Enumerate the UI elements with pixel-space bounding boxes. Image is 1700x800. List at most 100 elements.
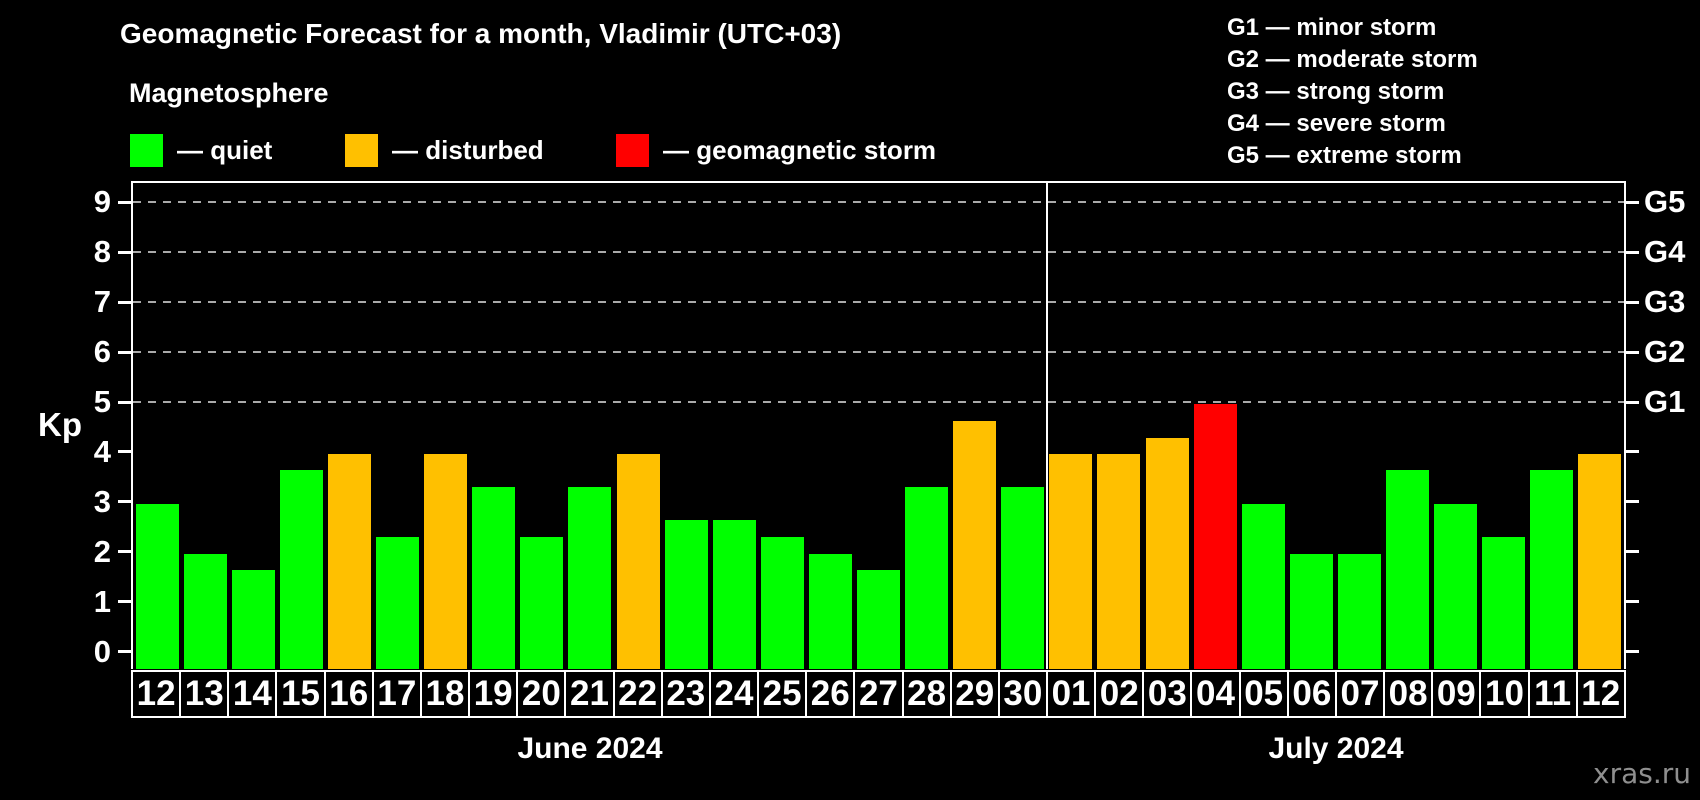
- y-axis-tick: [118, 300, 131, 304]
- disturbed-color-swatch: [345, 133, 378, 167]
- legend-label: — geomagnetic storm: [663, 134, 937, 165]
- day-label-cell: 30: [1000, 672, 1048, 716]
- gridline-kp7: [133, 301, 1624, 304]
- g-axis-label: G3: [1644, 284, 1686, 320]
- day-axis-row: 12 13 14 15 16 17 18 19 20 21 22 23 24 25 26 27 28 29 30 01…: [131, 670, 1626, 718]
- day-label-cell: 09: [1433, 672, 1482, 716]
- legend-item-quiet: — quiet: [130, 133, 272, 167]
- y-tick-label: 2: [93, 533, 111, 569]
- day-label-cell: 05: [1241, 672, 1289, 716]
- day-label-cell: 01: [1048, 672, 1097, 716]
- y-axis-tick: [118, 500, 131, 504]
- y-axis-tick: [118, 350, 131, 354]
- y-tick-label: 0: [93, 633, 111, 669]
- kp-bar: [520, 537, 564, 669]
- kp-bar: [905, 487, 949, 669]
- day-label-cell: 02: [1096, 672, 1145, 716]
- month-separator-line: [1045, 183, 1048, 669]
- day-label-cell: 07: [1337, 672, 1386, 716]
- g-scale-legend: G1 — minor storm G2 — moderate storm G3 …: [1227, 12, 1478, 172]
- y-tick-label: 3: [93, 483, 111, 519]
- g-legend-line: G3 — strong storm: [1227, 78, 1445, 105]
- y-axis-tick: [118, 550, 131, 554]
- y-axis-tick: [118, 250, 131, 254]
- day-label-cell: 18: [422, 672, 471, 716]
- kp-bar: [1578, 453, 1622, 669]
- kp-bar: [712, 520, 756, 669]
- kp-bar: [1337, 553, 1381, 669]
- day-label-cell: 15: [277, 672, 326, 716]
- kp-bar: [135, 503, 179, 669]
- day-label-cell: 10: [1481, 672, 1530, 716]
- y-axis-tick-right: [1626, 450, 1639, 454]
- y-axis-tick-right: [1626, 650, 1639, 654]
- legend-label: — quiet: [177, 134, 273, 165]
- day-label-cell: 06: [1289, 672, 1337, 716]
- g-legend-line: G5 — extreme storm: [1227, 142, 1462, 169]
- y-tick-label: 4: [93, 433, 111, 469]
- kp-bar: [1001, 487, 1045, 669]
- kp-bar: [279, 470, 323, 669]
- y-axis-tick-right: [1626, 300, 1639, 304]
- g-axis-label: G5: [1644, 184, 1686, 220]
- kp-bar: [376, 537, 420, 669]
- day-label-cell: 26: [807, 672, 856, 716]
- kp-bar: [808, 553, 852, 669]
- day-label-cell: 24: [711, 672, 760, 716]
- page-title: Geomagnetic Forecast for a month, Vladim…: [120, 18, 842, 49]
- day-label-cell: 29: [952, 672, 1000, 716]
- y-axis-tick: [118, 400, 131, 404]
- y-axis-tick-right: [1626, 200, 1639, 204]
- kp-bar: [1434, 503, 1478, 669]
- g-axis-label: G4: [1644, 234, 1686, 270]
- day-label-cell: 13: [181, 672, 230, 716]
- gridline-kp6: [133, 351, 1624, 354]
- y-axis-tick-right: [1626, 600, 1639, 604]
- day-label-cell: 25: [759, 672, 808, 716]
- kp-bar: [1049, 453, 1093, 669]
- y-tick-label: 8: [93, 234, 111, 270]
- g-legend-line: G2 — moderate storm: [1227, 46, 1478, 73]
- month-label-july: July 2024: [1268, 732, 1404, 765]
- y-tick-label: 5: [93, 384, 111, 420]
- y-tick-label: 6: [93, 334, 111, 370]
- y-axis-tick: [118, 450, 131, 454]
- day-label-cell: 28: [904, 672, 952, 716]
- gridline-kp8: [133, 251, 1624, 254]
- day-label-cell: 19: [470, 672, 519, 716]
- day-label-cell: 08: [1385, 672, 1434, 716]
- g-legend-line: G1 — minor storm: [1227, 14, 1437, 41]
- kp-bar: [1530, 470, 1574, 669]
- plot-area: 0 1 2 3 4 5 6 7 8 9 G1 G2 G3 G4 G5: [94, 181, 1685, 669]
- y-axis-tick-right: [1626, 400, 1639, 404]
- kp-bar: [1145, 437, 1189, 669]
- g-axis-label: G2: [1644, 334, 1686, 370]
- day-label-cell: 17: [374, 672, 422, 716]
- day-label-cell: 20: [518, 672, 567, 716]
- y-tick-label: 9: [93, 184, 111, 220]
- day-label-cell: 21: [566, 672, 615, 716]
- day-label-cell: 14: [229, 672, 278, 716]
- kp-bar: [1289, 553, 1333, 669]
- kp-bar: [1241, 503, 1285, 669]
- day-label-cell: 04: [1192, 672, 1241, 716]
- y-axis-tick-right: [1626, 350, 1639, 354]
- day-label-cell: 12: [133, 672, 182, 716]
- day-label-cell: 16: [326, 672, 374, 716]
- y-axis-tick-right: [1626, 250, 1639, 254]
- y-axis-tick: [118, 600, 131, 604]
- kp-bar: [568, 487, 612, 669]
- legend-item-disturbed: — disturbed: [345, 133, 544, 167]
- gridline-kp9: [133, 201, 1624, 204]
- kp-bar: [616, 453, 660, 669]
- magnetosphere-label: Magnetosphere: [129, 78, 329, 108]
- kp-bar: [424, 453, 468, 669]
- legend-label: — disturbed: [392, 134, 544, 165]
- kp-bar: [760, 537, 804, 669]
- month-label-june: June 2024: [517, 732, 663, 765]
- legend-item-storm: — geomagnetic storm: [616, 133, 936, 167]
- kp-bar: [327, 453, 371, 669]
- day-label-cell: 11: [1530, 672, 1578, 716]
- kp-bar: [1193, 404, 1237, 669]
